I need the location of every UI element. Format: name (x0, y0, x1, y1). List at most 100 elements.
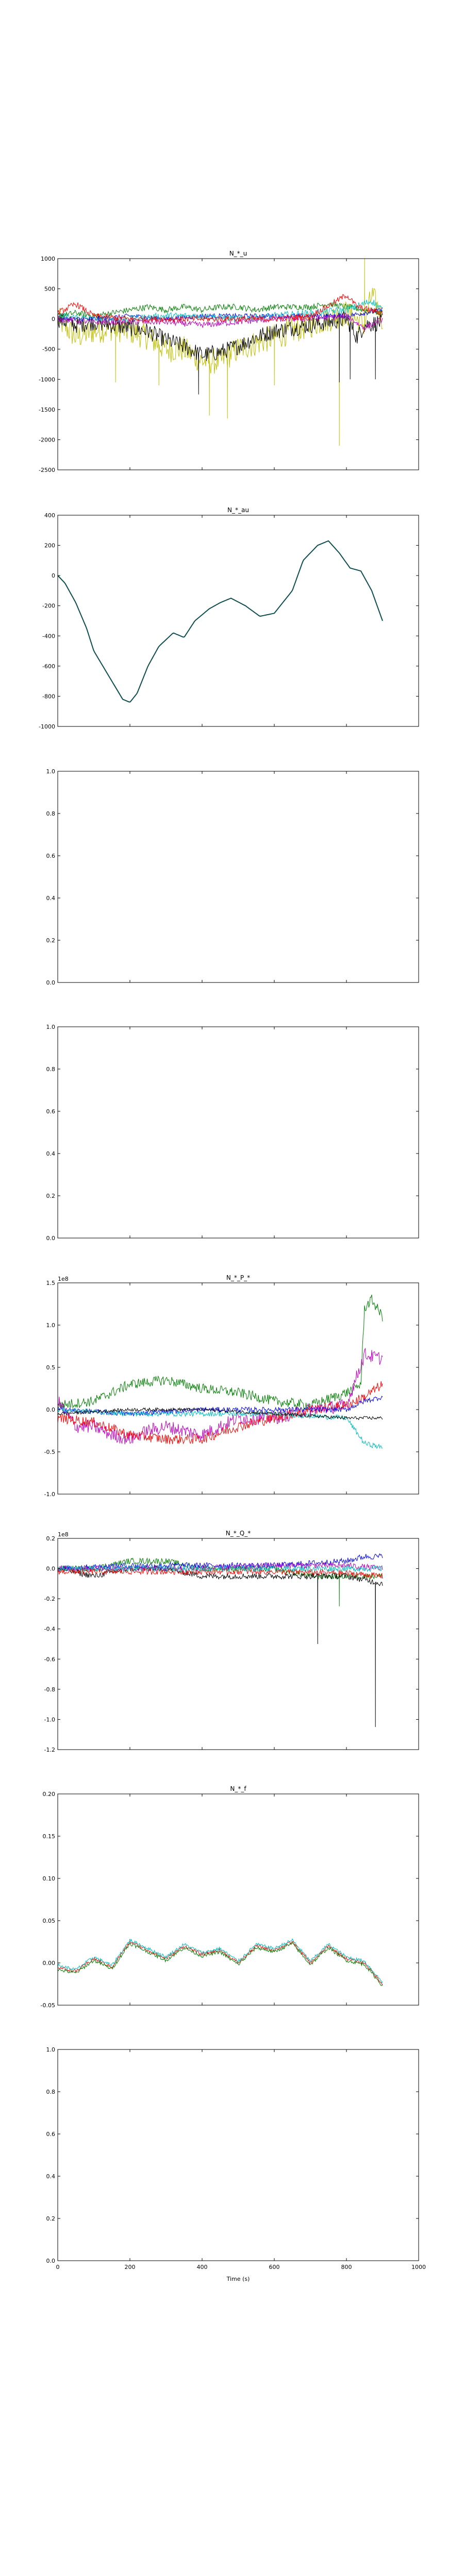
y-multiplier: 1e8 (58, 1531, 69, 1538)
y-tick-label: -2500 (39, 467, 55, 473)
series-line-red (58, 1381, 383, 1445)
y-tick-label: -500 (42, 346, 55, 353)
plot-frame (57, 2049, 419, 2261)
x-tick-label: 800 (341, 2264, 352, 2270)
y-tick-label: 0 (52, 316, 55, 323)
y-tick-label: 0.4 (46, 1150, 56, 1157)
series-line-blue (58, 1395, 383, 1417)
y-tick-label: 0.0 (46, 1235, 56, 1242)
y-tick-label: 0.00 (43, 1960, 56, 1967)
y-tick-label: 0.8 (46, 810, 56, 817)
series-line-cyan (58, 299, 383, 323)
y-tick-label: 200 (44, 543, 55, 549)
series-line-yellow (58, 259, 383, 446)
subplot-6: -1.2 -1.0 -0.8 -0.6 -0.4 -0.2 0.0 0.2 N_*_Q_* 1e8 (44, 1530, 419, 1753)
y-tick-label: 0.05 (43, 1918, 56, 1924)
x-tick-label: 400 (197, 2264, 208, 2270)
y-tick-label: -0.2 (44, 1596, 55, 1602)
y-tick-label: 400 (44, 512, 55, 519)
chart-title: N_*_Q_* (226, 1530, 251, 1537)
x-axis-label: Time (s) (226, 2276, 250, 2282)
y-tick-label: -1.2 (44, 1747, 55, 1753)
series-line-green (58, 1941, 383, 1986)
y-tick-label: -200 (42, 603, 55, 609)
y-tick-label: -1.0 (44, 1716, 55, 1723)
series-line-cyan (58, 1938, 383, 1984)
y-tick-label: 0 (52, 572, 55, 579)
y-multiplier: 1e8 (58, 1276, 69, 1282)
subplot-7: -0.05 0.00 0.05 0.10 0.15 0.20 N_*_f (41, 1785, 419, 2009)
y-tick-label: -0.6 (44, 1656, 55, 1663)
y-tick-label: -0.05 (41, 2002, 55, 2009)
y-tick-label: 0.20 (43, 1791, 56, 1798)
x-tick-label: 600 (269, 2264, 280, 2270)
x-tick-label: 0 (56, 2264, 60, 2270)
subplot-2: -1000 -800 -600 -400 -200 0 200 400 N_*_au (39, 506, 419, 730)
y-tick-label: 500 (44, 286, 55, 293)
subplot-5: -1.0 -0.5 0.0 0.5 1.0 1.5 N_*_P_* 1e8 (44, 1274, 419, 1498)
y-tick-label: 0.10 (43, 1875, 56, 1882)
series-group (58, 540, 383, 703)
series-line-red (58, 1941, 383, 1986)
x-tick-label: 1000 (411, 2264, 426, 2270)
y-tick-label: -2000 (39, 436, 55, 443)
y-tick-label: 0.5 (46, 1364, 56, 1371)
y-tick-label: -1500 (39, 406, 55, 413)
series-line-magenta (58, 312, 383, 332)
series-line-green (58, 1294, 383, 1411)
y-tick-label: 1.0 (46, 1322, 56, 1329)
series-line-green (58, 301, 383, 319)
y-tick-label: -1000 (39, 723, 55, 730)
y-tick-label: 1.5 (46, 1280, 56, 1286)
y-tick-label: 0.4 (46, 895, 56, 902)
plot-frame (57, 1026, 419, 1239)
y-tick-label: -1000 (39, 376, 55, 383)
y-tick-label: 0.2 (46, 937, 56, 944)
plot-frame (57, 515, 419, 727)
y-tick-label: 0.15 (43, 1833, 56, 1840)
y-tick-label: 0.2 (46, 2215, 56, 2222)
series-line-black (58, 1565, 383, 1727)
y-tick-label: 0.0 (46, 979, 56, 986)
y-tick-label: 0.6 (46, 2131, 56, 2138)
y-tick-label: 1000 (41, 256, 55, 262)
chart-title: N_*_P_* (226, 1274, 250, 1281)
plot-frame (57, 771, 419, 983)
subplot-8: 0.0 0.2 0.4 0.6 0.8 1.0 0 200 400 600 800 1000 (46, 2046, 426, 2270)
series-group (58, 1938, 383, 1986)
y-tick-label: 0.2 (46, 1193, 56, 1199)
y-tick-label: 0.0 (46, 2258, 56, 2264)
series-group (58, 259, 383, 446)
series-group (58, 1294, 383, 1449)
series-line-dark_teal (58, 540, 383, 703)
series-line-green (58, 1557, 383, 1606)
y-tick-label: 0.8 (46, 1066, 56, 1073)
y-tick-label: 1.0 (46, 1024, 56, 1030)
y-tick-label: 0.4 (46, 2173, 56, 2180)
plot-frame (57, 1282, 419, 1495)
plot-frame (57, 258, 419, 470)
chart-title: N_*_f (230, 1785, 246, 1792)
series-line-cyan (58, 1564, 383, 1572)
x-tick-label: 200 (125, 2264, 136, 2270)
y-tick-label: 0.0 (46, 1406, 56, 1413)
y-tick-label: -0.8 (44, 1686, 55, 1693)
series-line-red (58, 294, 383, 323)
y-tick-label: -600 (42, 663, 55, 670)
series-line-black (58, 311, 383, 395)
y-tick-label: 0.6 (46, 1108, 56, 1115)
y-tick-label: -1.0 (44, 1491, 55, 1498)
chart-title: N_*_u (229, 250, 247, 257)
plot-frame (57, 1538, 419, 1750)
subplot-3: 0.0 0.2 0.4 0.6 0.8 1.0 (46, 768, 419, 986)
series-line-red (58, 1567, 383, 1579)
y-tick-label: 0.0 (46, 1566, 56, 1572)
series-group (58, 1553, 383, 1727)
subplot-1: -2500 -2000 -1500 -1000 -500 0 500 1000 N_*_u (39, 250, 419, 473)
y-tick-label: 1.0 (46, 2046, 56, 2053)
series-line-black (58, 1406, 383, 1420)
y-tick-label: -800 (42, 693, 55, 700)
plot-frame (57, 1793, 419, 2006)
subplot-4: 0.0 0.2 0.4 0.6 0.8 1.0 (46, 1024, 419, 1242)
